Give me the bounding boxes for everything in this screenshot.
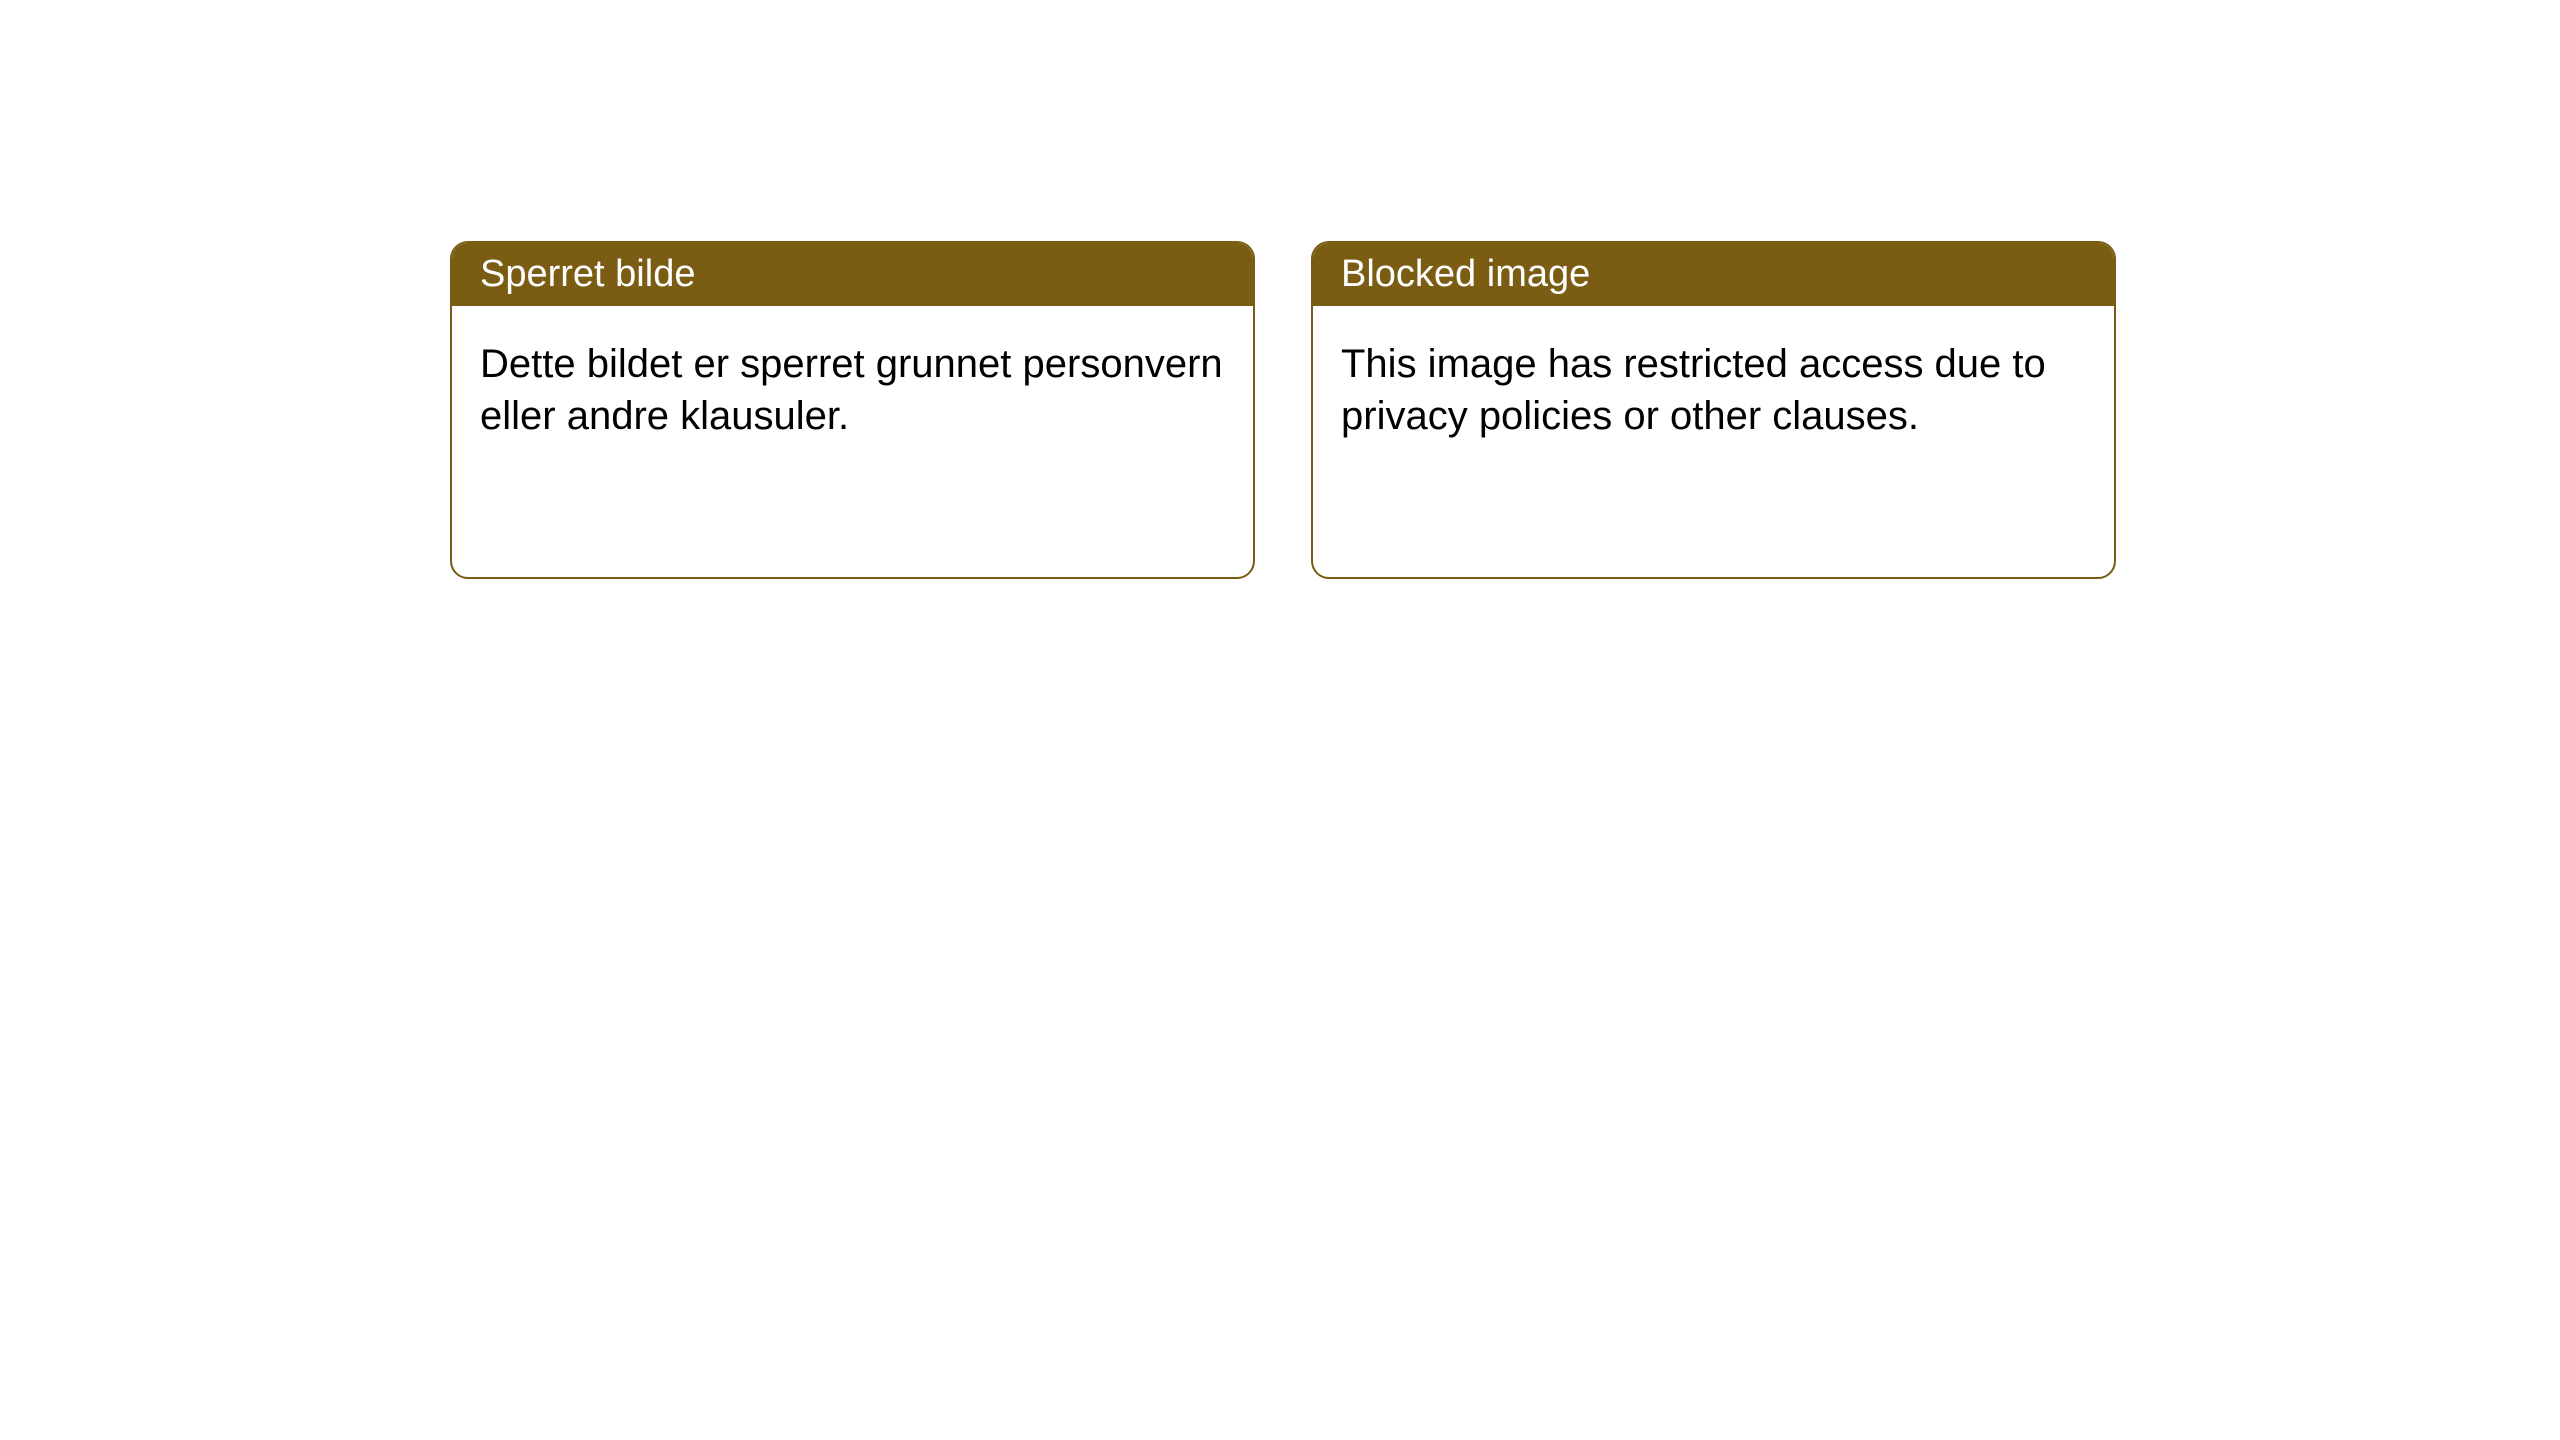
notice-card-english: Blocked image This image has restricted … bbox=[1311, 241, 2116, 579]
notice-container: Sperret bilde Dette bildet er sperret gr… bbox=[0, 0, 2560, 579]
card-title: Blocked image bbox=[1313, 243, 2114, 306]
notice-card-norwegian: Sperret bilde Dette bildet er sperret gr… bbox=[450, 241, 1255, 579]
card-body-text: This image has restricted access due to … bbox=[1313, 306, 2114, 474]
card-title: Sperret bilde bbox=[452, 243, 1253, 306]
card-body-text: Dette bildet er sperret grunnet personve… bbox=[452, 306, 1253, 474]
